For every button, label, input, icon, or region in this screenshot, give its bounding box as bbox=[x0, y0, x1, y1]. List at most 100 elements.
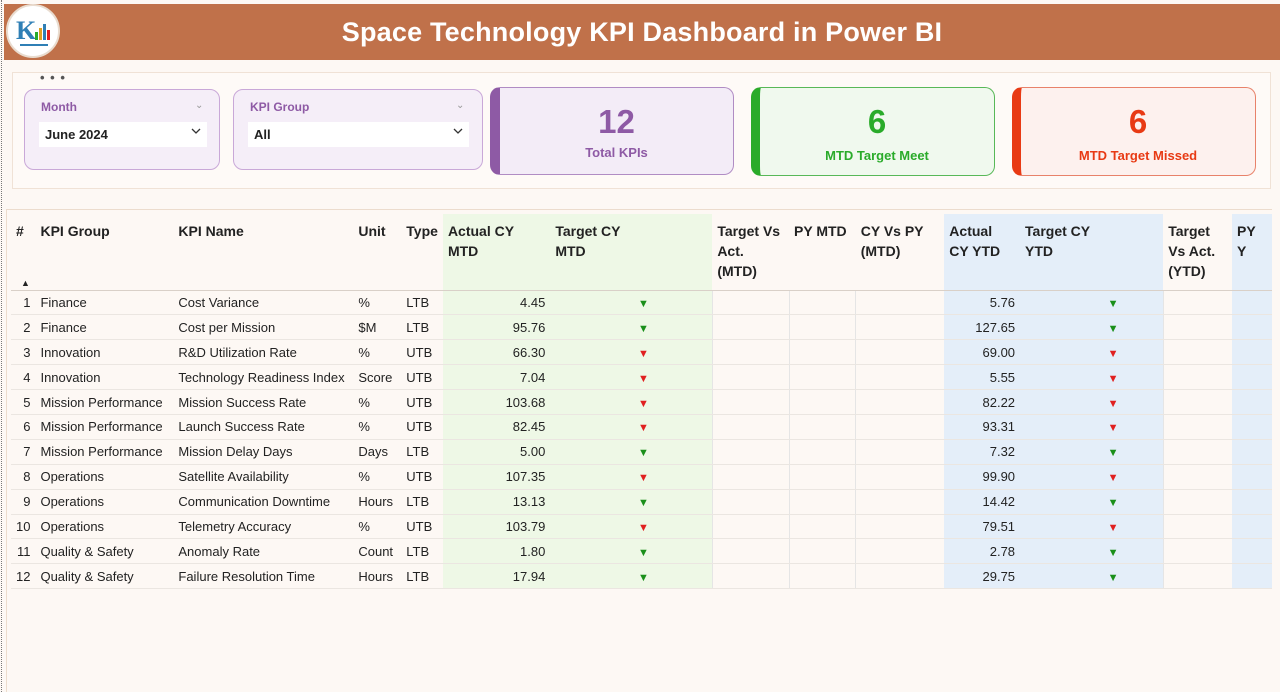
slicer-collapse-icon[interactable]: ⌄ bbox=[195, 100, 204, 111]
column-header[interactable]: Actual CY MTD bbox=[442, 214, 551, 291]
cy-vs-py-mtd-cell bbox=[855, 290, 945, 316]
red-triangle-down-icon: ▼ bbox=[1107, 521, 1119, 534]
column-header[interactable]: # bbox=[11, 214, 36, 291]
column-header[interactable]: Target CY YTD bbox=[1020, 214, 1108, 291]
cy-vs-py-mtd-cell bbox=[855, 414, 945, 440]
mtd-status-cell: ▼ bbox=[637, 439, 713, 465]
red-triangle-down-icon: ▼ bbox=[637, 521, 649, 534]
column-header[interactable] bbox=[1107, 214, 1164, 291]
column-header[interactable]: Unit bbox=[353, 214, 402, 291]
py-ytd-cell bbox=[1232, 290, 1272, 316]
table-row[interactable]: 12 Quality & Safety Failure Resolution Tim… bbox=[11, 563, 1272, 590]
target-vs-act-mtd-cell bbox=[711, 538, 790, 565]
py-mtd-cell bbox=[788, 414, 856, 440]
green-triangle-down-icon: ▼ bbox=[637, 297, 649, 310]
slicer-collapse-icon[interactable]: ⌄ bbox=[456, 100, 465, 111]
kpi-group-slicer: KPI Group ⌄ All bbox=[233, 89, 483, 170]
kpi-group-cell: Operations bbox=[35, 464, 174, 490]
type-cell: UTB bbox=[401, 389, 443, 415]
table-row[interactable]: 7 Mission Performance Mission Delay Days Da… bbox=[11, 439, 1272, 465]
page-title: Space Technology KPI Dashboard in Power … bbox=[341, 16, 943, 47]
actual-cy-mtd-cell: 5.00 bbox=[442, 439, 551, 465]
table-row[interactable]: 8 Operations Satellite Availability% UTB 107… bbox=[11, 464, 1272, 490]
target-cy-mtd-cell bbox=[550, 389, 638, 415]
actual-cy-mtd-cell: 82.45 bbox=[442, 414, 551, 440]
ytd-status-cell: ▼ bbox=[1107, 464, 1164, 490]
column-header[interactable]: Target Vs Act. (YTD) bbox=[1163, 214, 1233, 291]
target-vs-act-ytd-cell bbox=[1162, 364, 1233, 391]
red-triangle-down-icon: ▼ bbox=[1107, 397, 1119, 410]
py-ytd-cell bbox=[1232, 314, 1272, 341]
target-cy-ytd-cell bbox=[1020, 563, 1108, 590]
target-vs-act-mtd-cell bbox=[711, 439, 790, 465]
ytd-status-cell: ▼ bbox=[1107, 314, 1164, 341]
chevron-down-icon bbox=[453, 128, 463, 134]
type-cell: LTB bbox=[401, 538, 443, 565]
column-header[interactable]: Type bbox=[401, 214, 443, 291]
column-header[interactable]: Target CY MTD bbox=[550, 214, 638, 291]
red-triangle-down-icon: ▼ bbox=[637, 397, 649, 410]
actual-cy-mtd-cell: 103.79 bbox=[442, 514, 551, 540]
table-row[interactable]: 1 Finance Cost Variance% LTB 4.45 ▼ 5.76 ▼ bbox=[11, 290, 1272, 316]
column-header[interactable] bbox=[637, 214, 713, 291]
mtd-target-meet-caption: MTD Target Meet bbox=[825, 148, 929, 163]
actual-cy-ytd-cell: 127.65 bbox=[944, 314, 1021, 341]
cy-vs-py-mtd-cell bbox=[855, 464, 945, 490]
left-frame-border bbox=[1, 0, 2, 692]
column-header[interactable]: Actual CY YTD bbox=[944, 214, 1021, 291]
table-row[interactable]: 6 Mission Performance Launch Success Rate%… bbox=[11, 414, 1272, 440]
column-header[interactable]: KPI Group bbox=[35, 214, 174, 291]
table-row[interactable]: 2 Finance Cost per Mission $M LTB 95.76 ▼ 127.6… bbox=[11, 314, 1272, 341]
column-header[interactable]: KPI Name bbox=[173, 214, 354, 291]
table-row[interactable]: 4 Innovation Technology Readiness Index Sco… bbox=[11, 364, 1272, 391]
target-cy-mtd-cell bbox=[550, 414, 638, 440]
table-row[interactable]: 10 Operations Telemetry Accuracy% UTB 103.79… bbox=[11, 514, 1272, 540]
month-dropdown[interactable]: June 2024 bbox=[39, 122, 207, 147]
target-cy-mtd-cell bbox=[550, 439, 638, 465]
kpi-table-visual: ▲ # KPI Group KPI Name Unit Type Actual … bbox=[6, 209, 1272, 692]
cy-vs-py-mtd-cell bbox=[855, 514, 945, 540]
mtd-target-meet-value: 6 bbox=[867, 103, 887, 140]
py-ytd-cell bbox=[1232, 538, 1272, 565]
target-vs-act-mtd-cell bbox=[711, 314, 790, 341]
actual-cy-ytd-cell: 99.90 bbox=[944, 464, 1021, 490]
row-number-cell: 2 bbox=[11, 314, 36, 341]
table-row[interactable]: 9 Operations Communication Downtime Hours LT… bbox=[11, 489, 1272, 515]
mtd-target-meet-card: 6 MTD Target Meet bbox=[751, 87, 995, 176]
kpi-group-cell: Finance bbox=[35, 314, 174, 341]
target-vs-act-ytd-cell bbox=[1162, 489, 1233, 515]
column-header[interactable]: Target Vs Act. (MTD) bbox=[712, 214, 790, 291]
more-options-icon[interactable]: • • • bbox=[40, 70, 66, 85]
mtd-target-missed-caption: MTD Target Missed bbox=[1078, 148, 1198, 163]
column-header[interactable]: CY Vs PY (MTD) bbox=[855, 214, 945, 291]
target-vs-act-ytd-cell bbox=[1162, 414, 1233, 440]
unit-cell: Hours bbox=[353, 563, 402, 590]
unit-cell: % bbox=[353, 464, 402, 490]
target-vs-act-ytd-cell bbox=[1162, 514, 1233, 540]
table-row[interactable]: 5 Mission Performance Mission Success Rate… bbox=[11, 389, 1272, 415]
red-triangle-down-icon: ▼ bbox=[637, 472, 649, 485]
row-number-cell: 7 bbox=[11, 439, 36, 465]
kpi-group-cell: Mission Performance bbox=[35, 439, 174, 465]
unit-cell: % bbox=[353, 290, 402, 316]
type-cell: LTB bbox=[401, 439, 443, 465]
table-row[interactable]: 3 Innovation R&D Utilization Rate% UTB 66.30… bbox=[11, 339, 1272, 366]
green-triangle-down-icon: ▼ bbox=[1107, 546, 1119, 559]
kpi-group-dropdown[interactable]: All bbox=[248, 122, 469, 147]
py-mtd-cell bbox=[788, 339, 856, 366]
green-triangle-down-icon: ▼ bbox=[637, 322, 649, 335]
column-header[interactable]: PY MTD bbox=[789, 214, 856, 291]
actual-cy-ytd-cell: 14.42 bbox=[944, 489, 1021, 515]
column-header[interactable]: PY Y bbox=[1232, 214, 1272, 291]
actual-cy-mtd-cell: 1.80 bbox=[442, 538, 551, 565]
ytd-status-cell: ▼ bbox=[1107, 439, 1164, 465]
target-cy-ytd-cell bbox=[1020, 314, 1108, 341]
target-cy-ytd-cell bbox=[1020, 538, 1108, 565]
target-vs-act-mtd-cell bbox=[711, 514, 790, 540]
type-cell: UTB bbox=[401, 339, 443, 366]
target-cy-mtd-cell bbox=[550, 563, 638, 590]
target-cy-mtd-cell bbox=[550, 314, 638, 341]
py-ytd-cell bbox=[1232, 439, 1272, 465]
table-row[interactable]: 11 Quality & Safety Anomaly Rate Count LTB 1.… bbox=[11, 538, 1272, 565]
cy-vs-py-mtd-cell bbox=[855, 563, 945, 590]
